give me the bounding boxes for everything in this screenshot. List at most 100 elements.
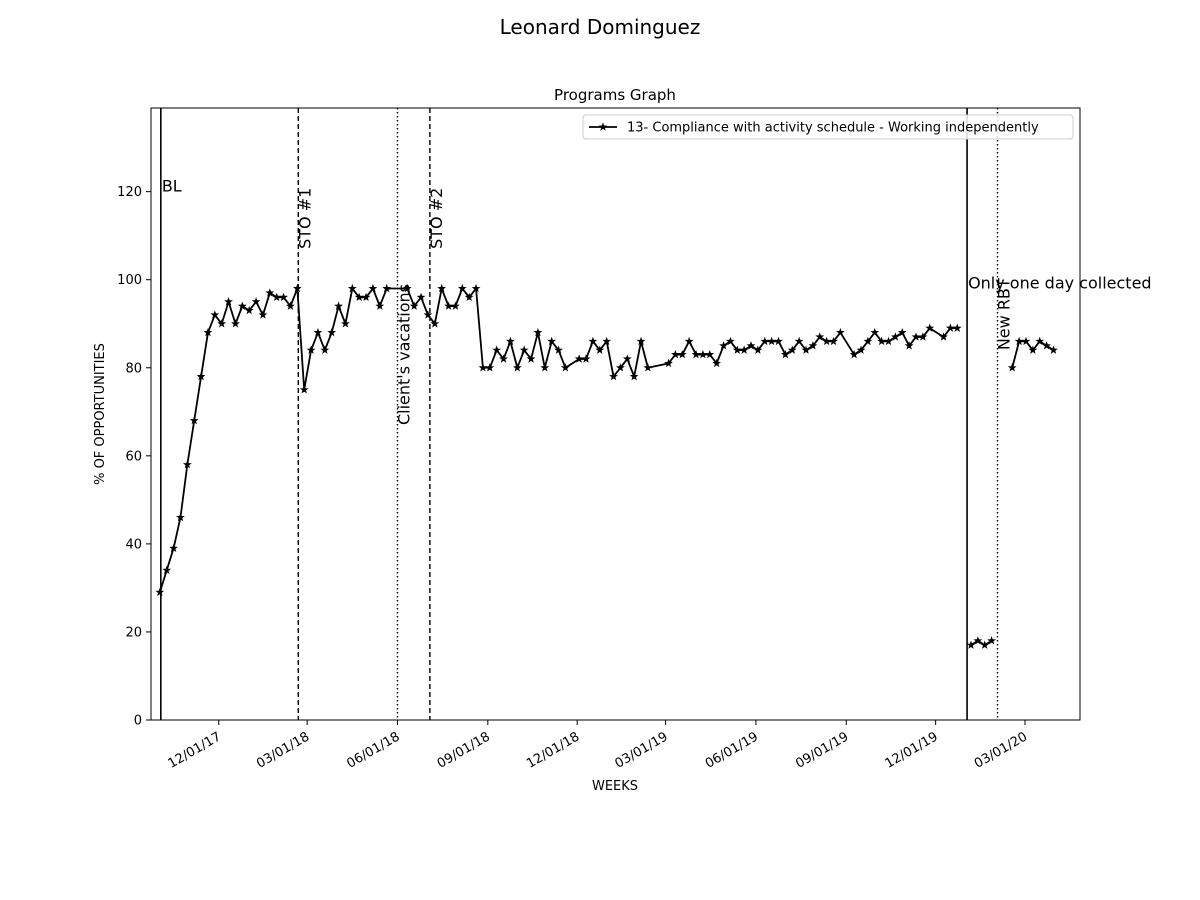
legend: 13- Compliance with activity schedule - … xyxy=(582,114,1074,140)
data-point xyxy=(588,336,598,346)
data-point xyxy=(677,349,687,359)
data-point xyxy=(609,371,618,381)
data-point xyxy=(244,305,254,315)
data-point xyxy=(382,283,392,293)
data-point xyxy=(664,358,673,368)
data-point xyxy=(1021,336,1031,346)
data-point xyxy=(966,640,976,649)
data-point xyxy=(904,341,914,350)
data-point xyxy=(891,332,900,341)
y-tick-label: 20 xyxy=(125,625,142,640)
data-point xyxy=(279,292,288,302)
data-point xyxy=(671,349,680,359)
data-point xyxy=(781,349,790,359)
data-point xyxy=(712,358,722,368)
phase-label: BL xyxy=(162,177,182,196)
data-point xyxy=(224,297,233,306)
data-point xyxy=(299,385,309,394)
data-point xyxy=(877,336,886,346)
data-point xyxy=(155,587,165,597)
y-tick-label: 60 xyxy=(125,449,142,464)
y-tick-label: 0 xyxy=(134,714,142,729)
data-point xyxy=(169,543,178,553)
phase-label: STO #2 xyxy=(427,188,446,249)
x-tick-label: 12/01/19 xyxy=(883,729,941,771)
data-point xyxy=(636,336,646,346)
y-tick-label: 120 xyxy=(117,185,142,200)
series-line xyxy=(158,287,958,593)
data-point xyxy=(176,512,185,522)
y-tick-label: 40 xyxy=(125,537,142,552)
data-point xyxy=(464,292,474,302)
data-point xyxy=(1007,363,1017,372)
data-point xyxy=(210,310,220,319)
data-point xyxy=(870,327,880,337)
data-point xyxy=(334,301,343,310)
x-tick-label: 06/01/18 xyxy=(344,729,402,771)
data-point xyxy=(272,292,282,302)
data-point xyxy=(361,292,371,302)
data-point xyxy=(533,327,543,337)
x-tick-label: 03/01/18 xyxy=(254,729,312,771)
data-point xyxy=(368,283,378,293)
data-point xyxy=(1049,345,1058,354)
data-point xyxy=(856,345,866,354)
data-point xyxy=(258,310,268,319)
data-point xyxy=(739,345,749,354)
data-point xyxy=(519,345,529,354)
data-point xyxy=(292,283,302,293)
data-point xyxy=(794,336,804,346)
data-point xyxy=(327,327,337,337)
data-point xyxy=(423,310,433,319)
data-point xyxy=(540,363,550,372)
x-tick-label: 06/01/19 xyxy=(703,729,761,771)
data-point xyxy=(471,283,481,293)
phase-label: STO #1 xyxy=(295,188,314,249)
phase-label: Client's vacations xyxy=(394,284,413,425)
data-point xyxy=(808,341,818,350)
data-point xyxy=(616,363,625,372)
legend-label: 13- Compliance with activity schedule - … xyxy=(627,121,1039,136)
data-point xyxy=(918,332,928,341)
x-tick-label: 03/01/20 xyxy=(972,729,1030,771)
data-point xyxy=(189,416,199,425)
data-point xyxy=(581,354,591,363)
data-point xyxy=(911,332,921,341)
x-tick-label: 03/01/19 xyxy=(613,729,671,771)
data-point xyxy=(451,301,460,310)
data-point xyxy=(973,636,983,645)
data-point xyxy=(485,363,495,372)
data-point xyxy=(306,345,316,354)
data-point xyxy=(719,341,728,350)
data-point xyxy=(760,336,770,346)
data-point xyxy=(430,319,440,328)
data-point xyxy=(705,349,715,359)
data-point xyxy=(767,336,777,346)
data-point xyxy=(698,349,708,359)
data-point xyxy=(478,363,488,372)
data-point xyxy=(203,327,213,337)
data-point xyxy=(629,371,639,381)
data-point xyxy=(884,336,893,346)
data-point xyxy=(251,297,261,306)
data-point xyxy=(237,301,247,310)
data-point xyxy=(925,323,935,332)
y-tick-label: 80 xyxy=(125,361,142,376)
data-point xyxy=(547,336,557,346)
data-point xyxy=(987,636,996,645)
data-point xyxy=(946,323,955,332)
data-point xyxy=(774,336,783,346)
data-point xyxy=(512,363,522,372)
data-point xyxy=(409,301,419,310)
chart-title: Programs Graph xyxy=(554,86,676,104)
data-point xyxy=(375,301,385,310)
data-point xyxy=(691,349,701,359)
data-point xyxy=(416,292,426,302)
data-point xyxy=(684,336,694,346)
data-point xyxy=(602,336,612,346)
data-point xyxy=(980,640,990,649)
data-point xyxy=(1014,336,1024,346)
data-point xyxy=(1035,336,1045,346)
phase-label: Only one day collected xyxy=(968,274,1152,293)
data-point xyxy=(952,323,962,332)
